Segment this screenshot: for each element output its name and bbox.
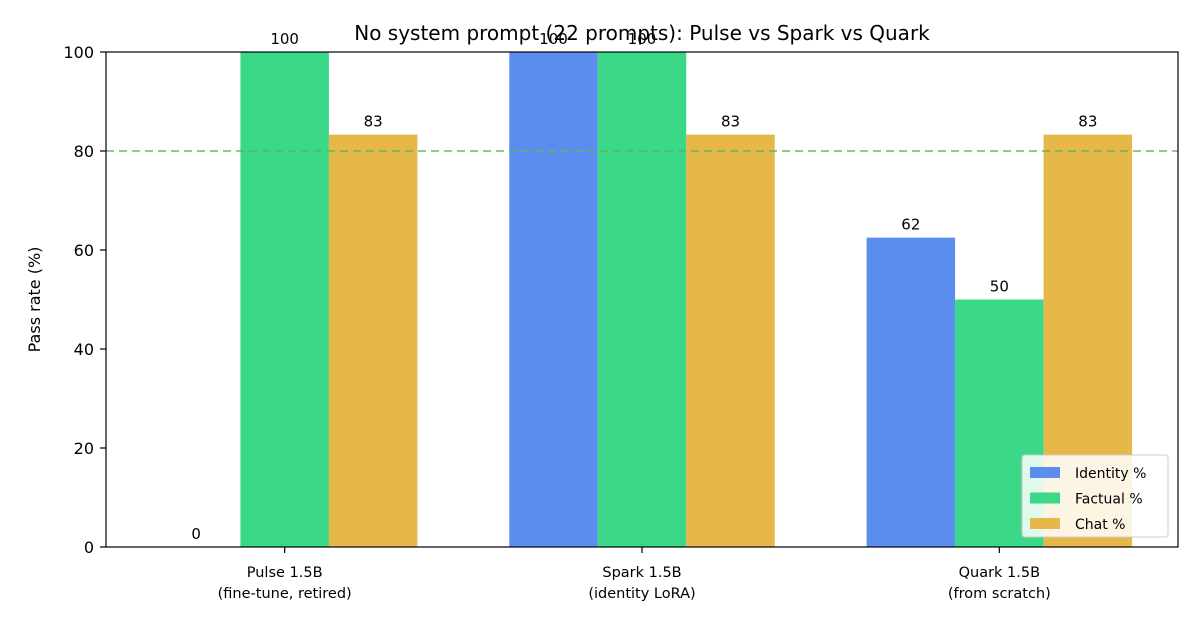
y-axis-label: Pass rate (%) — [25, 247, 44, 353]
y-tick-label: 60 — [74, 241, 94, 260]
y-tick-label: 20 — [74, 439, 94, 458]
y-tick-label: 100 — [63, 43, 94, 62]
x-tick-label: Spark 1.5B — [602, 565, 681, 581]
bar-identity-2 — [866, 237, 956, 547]
legend-swatch — [1030, 518, 1060, 529]
bar-identity-1 — [509, 52, 598, 547]
data-labels-layer: 0 100 62 100 100 50 83 83 83 — [191, 30, 1097, 543]
data-label: 0 — [191, 525, 201, 543]
x-tick-label: (fine-tune, retired) — [218, 586, 352, 602]
chart-title: No system prompt (22 prompts): Pulse vs … — [354, 21, 930, 45]
data-label: 100 — [270, 30, 299, 48]
data-label: 83 — [1078, 113, 1097, 131]
axes-layer: 0 20 40 60 80 100 Pulse 1.5B (fine-tune, retire… — [63, 43, 1179, 602]
data-label: 100 — [628, 30, 657, 48]
x-tick-label: Quark 1.5B — [959, 565, 1040, 581]
bar-factual-1 — [597, 52, 687, 547]
y-tick-label: 80 — [74, 142, 94, 161]
x-tick-label: (identity LoRA) — [588, 586, 695, 602]
y-tick-label: 0 — [84, 538, 94, 557]
y-tick-label: 40 — [74, 340, 94, 359]
data-label: 100 — [539, 30, 568, 48]
legend: Identity % Factual % Chat % — [1021, 454, 1169, 538]
legend-label: Factual % — [1075, 492, 1143, 508]
x-tick-label: Pulse 1.5B — [247, 565, 323, 581]
bar-factual-0 — [240, 52, 329, 547]
data-label: 50 — [990, 278, 1009, 296]
legend-label: Chat % — [1075, 517, 1125, 533]
data-label: 83 — [364, 113, 383, 131]
data-label: 83 — [721, 113, 740, 131]
x-tick-label: (from scratch) — [948, 586, 1051, 602]
bar-chat-0 — [328, 134, 418, 548]
legend-swatch — [1030, 467, 1060, 478]
legend-swatch — [1030, 492, 1060, 504]
legend-label: Identity % — [1075, 466, 1146, 482]
bar-chat-1 — [686, 134, 775, 548]
data-label: 62 — [901, 216, 920, 234]
